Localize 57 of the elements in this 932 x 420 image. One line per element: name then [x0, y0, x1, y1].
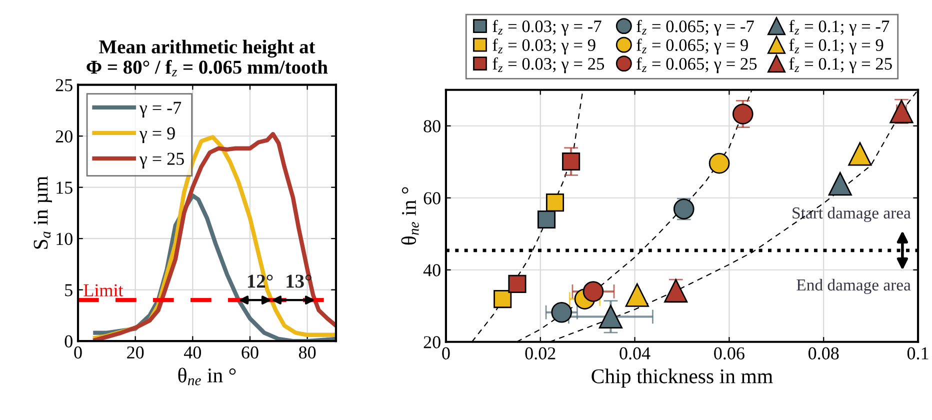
point: [537, 210, 556, 229]
legend-label: γ = 25: [139, 152, 184, 169]
x-tick-label: 0.08: [808, 347, 839, 360]
legend-label: f$_{z}$ = 0.03; γ = 9: [492, 38, 596, 54]
x-tick-label: 0.06: [714, 347, 744, 360]
ref-line-label: Limit: [84, 284, 124, 296]
point: [664, 278, 688, 303]
legend-label: f$_{z}$ = 0.03; γ = -7: [492, 20, 602, 36]
point: [598, 304, 623, 328]
x-tick-label: 0.02: [525, 347, 556, 360]
legend-label: f$_{z}$ = 0.065; γ = 25: [636, 57, 757, 74]
point: [848, 142, 872, 166]
x-tick-label: 0: [442, 347, 450, 360]
x-tick-label: 0.04: [620, 347, 650, 360]
x-axis-title: Chip thickness in mm: [592, 368, 773, 388]
x-tick-label: 0.1: [907, 347, 928, 360]
y-tick-label: 40: [423, 264, 440, 276]
y-tick-label: 5: [65, 284, 72, 296]
y-axis-title: θ$_{ne}$ in °: [401, 187, 419, 245]
y-tick-label: 0: [64, 335, 72, 348]
legend-label: γ = 9: [139, 127, 175, 144]
annotation: Start damage area: [792, 206, 911, 222]
legend-label: f$_{z}$ = 0.1; γ = 25: [789, 57, 892, 74]
y-tick-label: 25: [56, 79, 72, 92]
x-axis-title: θ$_{ne}$ in °: [178, 368, 236, 386]
point: [582, 281, 604, 302]
point: [673, 198, 694, 220]
x-tick-label: 60: [242, 346, 258, 359]
y-tick-label: 60: [424, 192, 440, 204]
annotation: End damage area: [796, 278, 911, 294]
point: [732, 104, 754, 124]
legend-label: γ = -7: [139, 102, 182, 118]
y-axis-title: S$_{a}$ in µm: [34, 176, 52, 249]
point: [890, 100, 914, 124]
point: [708, 152, 730, 174]
y-tick-label: 20: [424, 336, 440, 348]
x-tick-label: 20: [127, 346, 144, 359]
y-tick-label: 20: [56, 130, 72, 143]
y-tick-label: 80: [424, 120, 440, 132]
chart-title: Mean arithmetic height at Φ = 80° / f$_{z}$ = 0.065 mm/tooth: [86, 40, 328, 76]
point: [562, 152, 580, 171]
x-tick-label: 40: [184, 346, 202, 359]
legend-label: f$_{z}$ = 0.03; γ = 25: [492, 57, 604, 74]
point: [494, 290, 512, 308]
point: [546, 194, 564, 212]
x-tick-label: 0: [74, 346, 82, 359]
x-tick-label: 80: [298, 346, 316, 359]
legend-label: f$_{z}$ = 0.065; γ = -7: [636, 20, 754, 36]
point: [508, 274, 526, 293]
y-tick-label: 10: [56, 232, 72, 245]
point: [551, 302, 572, 323]
legend-label: f$_{z}$ = 0.1; γ = 9: [789, 38, 884, 54]
y-tick-label: 15: [56, 182, 72, 194]
legend-label: f$_{z}$ = 0.065; γ = 9: [636, 38, 748, 54]
point: [828, 172, 852, 196]
point: [625, 283, 649, 307]
legend-label: f$_{z}$ = 0.1; γ = -7: [789, 20, 890, 36]
